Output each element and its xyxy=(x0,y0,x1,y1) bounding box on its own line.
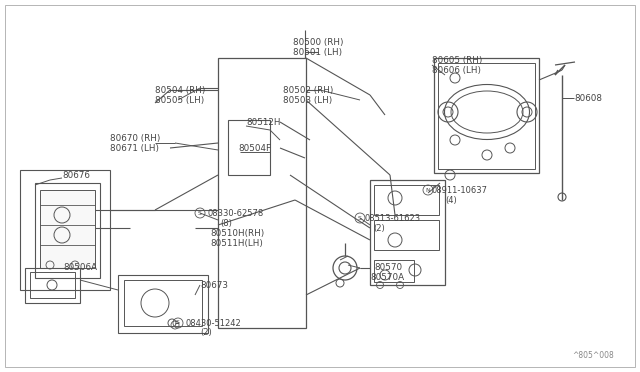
Text: (2): (2) xyxy=(373,224,385,232)
Text: 08430-51242: 08430-51242 xyxy=(185,318,241,327)
Text: N: N xyxy=(426,187,430,192)
Text: 80510H(RH): 80510H(RH) xyxy=(210,228,264,237)
Text: 80608: 80608 xyxy=(574,93,602,103)
Bar xyxy=(438,63,535,169)
Bar xyxy=(30,272,75,298)
Text: (8): (8) xyxy=(220,218,232,228)
Text: S: S xyxy=(176,321,180,326)
Bar xyxy=(374,185,439,215)
Text: S: S xyxy=(198,211,202,215)
Text: (4): (4) xyxy=(445,196,457,205)
Text: 80570A: 80570A xyxy=(370,273,404,282)
Text: 80504F: 80504F xyxy=(238,144,271,153)
Bar xyxy=(40,190,95,268)
Text: 80500 (RH): 80500 (RH) xyxy=(292,38,343,46)
Bar xyxy=(374,260,414,282)
Text: 80605 (RH): 80605 (RH) xyxy=(432,55,483,64)
Bar xyxy=(25,268,80,303)
Bar xyxy=(20,170,110,290)
Text: 80503 (LH): 80503 (LH) xyxy=(283,96,332,105)
Text: 80505 (LH): 80505 (LH) xyxy=(155,96,204,105)
Bar xyxy=(118,275,208,333)
Text: 80502 (RH): 80502 (RH) xyxy=(283,86,333,94)
Text: 80570: 80570 xyxy=(374,263,402,273)
Text: 80673: 80673 xyxy=(200,280,228,289)
Text: 08911-10637: 08911-10637 xyxy=(432,186,488,195)
Text: 80606 (LH): 80606 (LH) xyxy=(432,65,481,74)
Text: 80501 (LH): 80501 (LH) xyxy=(293,48,342,57)
Text: 80670 (RH): 80670 (RH) xyxy=(110,134,161,142)
Bar xyxy=(228,120,270,175)
Text: 80671 (LH): 80671 (LH) xyxy=(110,144,159,153)
Text: (2): (2) xyxy=(200,328,212,337)
Bar xyxy=(434,58,539,173)
Text: 80512H: 80512H xyxy=(246,118,280,126)
Bar xyxy=(370,180,445,285)
Bar xyxy=(218,58,306,328)
Text: 80504 (RH): 80504 (RH) xyxy=(155,86,205,94)
Text: 08330-62578: 08330-62578 xyxy=(208,208,264,218)
Text: 08513-61623: 08513-61623 xyxy=(365,214,421,222)
Text: S: S xyxy=(358,215,362,221)
Text: 80676: 80676 xyxy=(62,170,90,180)
Bar xyxy=(124,280,202,326)
Text: ^805^008: ^805^008 xyxy=(572,350,614,359)
Text: 80506A: 80506A xyxy=(63,263,97,273)
Text: 80511H(LH): 80511H(LH) xyxy=(210,238,263,247)
Bar xyxy=(35,183,100,278)
Bar xyxy=(374,220,439,250)
